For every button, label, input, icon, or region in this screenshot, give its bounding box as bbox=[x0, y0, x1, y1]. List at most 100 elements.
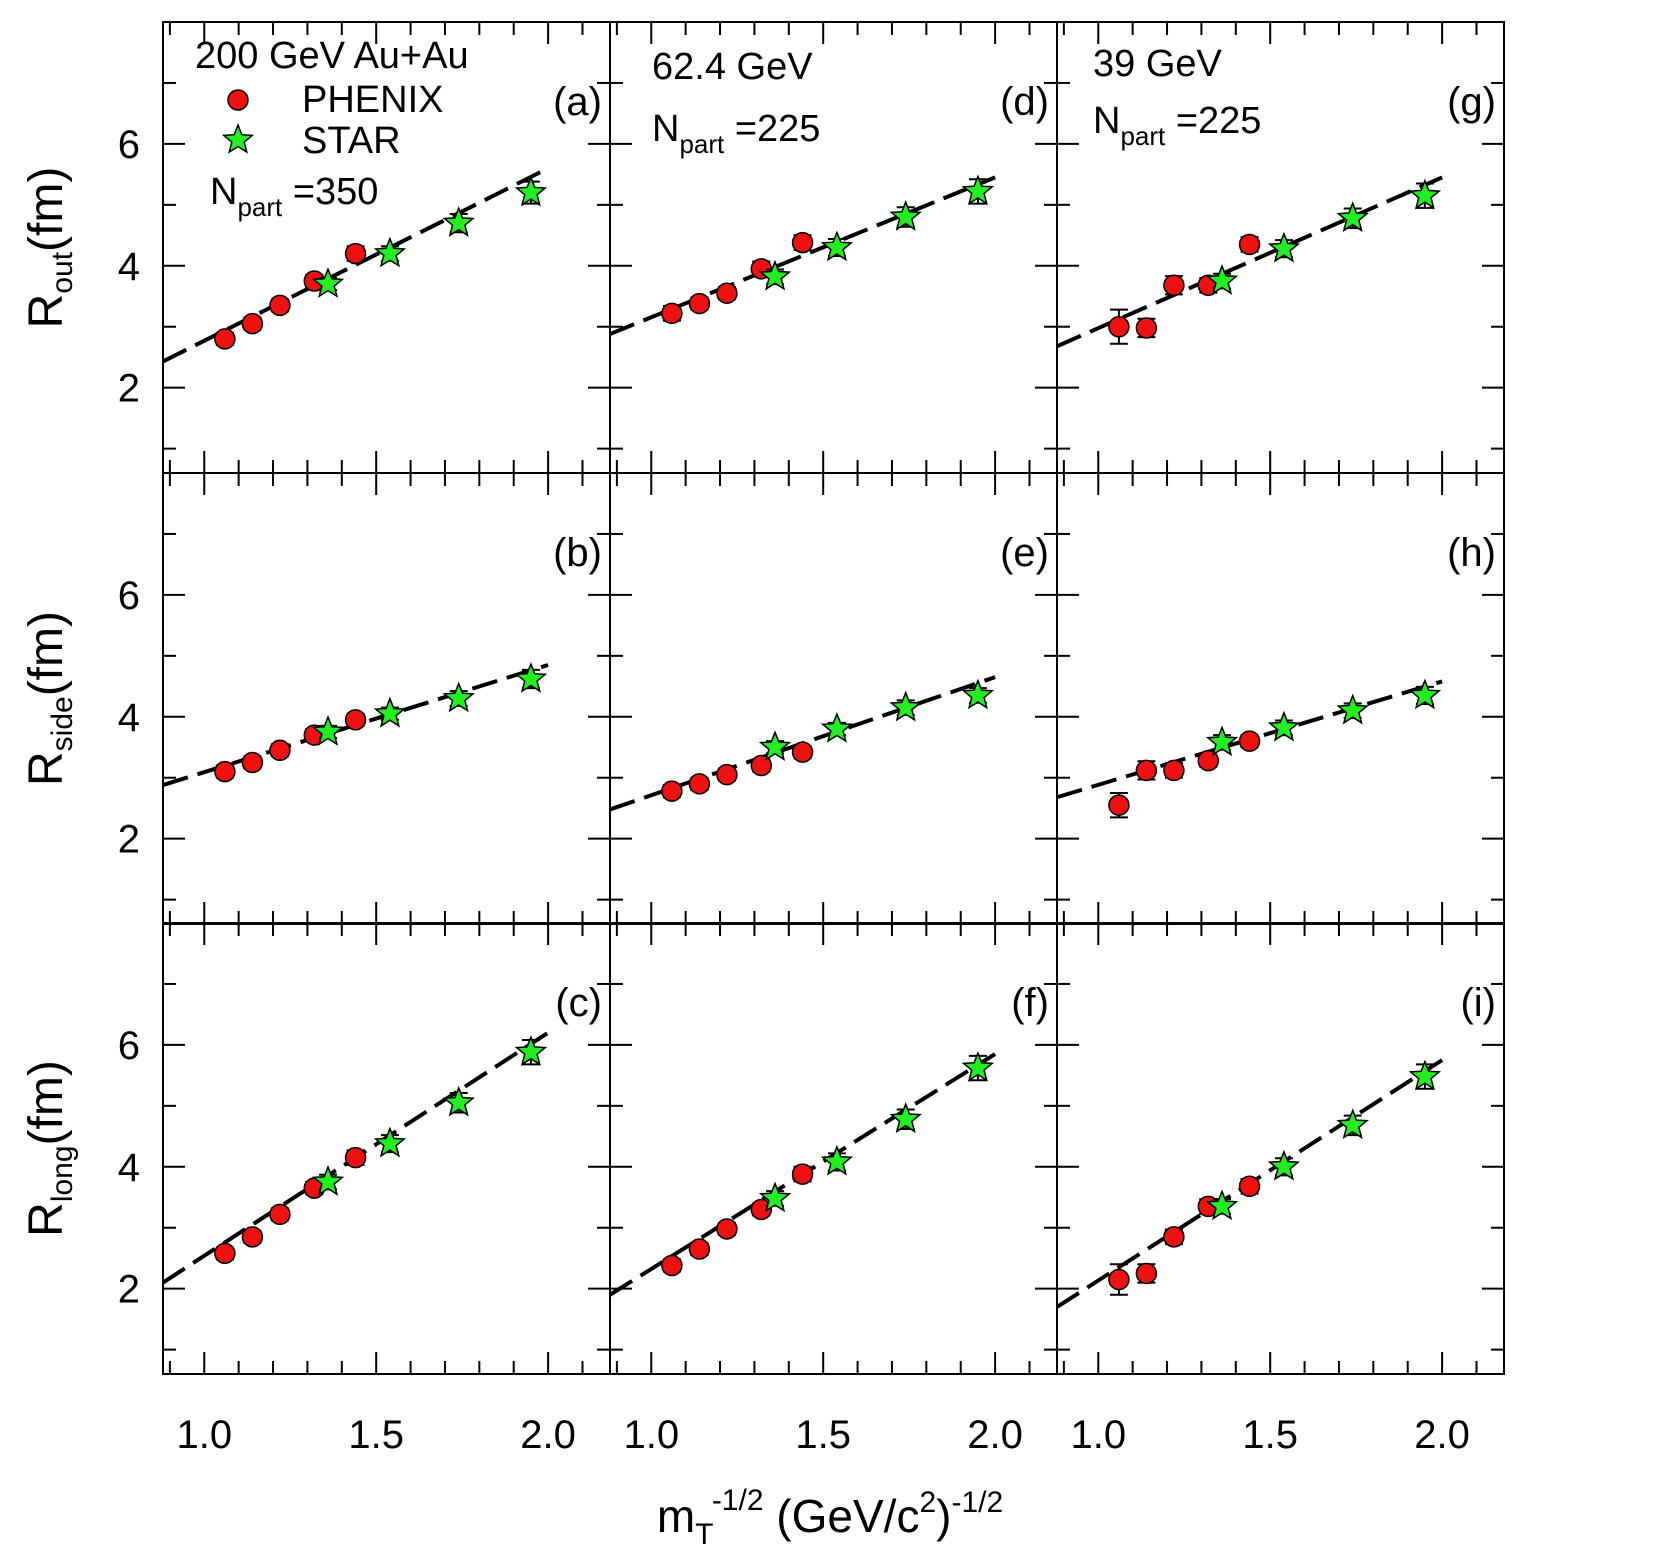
energy-label: 200 GeV Au+Au bbox=[195, 35, 469, 77]
star-point bbox=[961, 174, 995, 206]
y-tick-label: 4 bbox=[118, 245, 140, 289]
legend-phenix-label: PHENIX bbox=[302, 79, 443, 121]
phenix-point bbox=[688, 292, 711, 315]
phenix-point bbox=[241, 1226, 264, 1248]
star-point bbox=[1267, 1149, 1301, 1181]
panel-d: (d) bbox=[609, 21, 1058, 474]
star-point bbox=[1408, 178, 1442, 210]
star-point bbox=[820, 711, 854, 743]
phenix-point bbox=[750, 754, 773, 777]
npart-label: Npart =350 bbox=[210, 171, 378, 222]
phenix-point bbox=[1163, 1226, 1185, 1248]
phenix-point bbox=[269, 1203, 291, 1226]
panel-i: (i) bbox=[1055, 922, 1505, 1375]
panel-label: (f) bbox=[1011, 981, 1049, 1025]
energy-label: 39 GeV bbox=[1093, 43, 1223, 85]
panel-frame bbox=[1056, 472, 1505, 925]
phenix-point bbox=[214, 328, 236, 350]
star-point bbox=[311, 1164, 345, 1196]
star-point bbox=[889, 1102, 922, 1134]
star-point bbox=[1205, 1189, 1239, 1221]
panel-frame bbox=[1056, 922, 1505, 1375]
phenix-point bbox=[344, 709, 367, 731]
star-point bbox=[820, 1144, 854, 1176]
phenix-point bbox=[1197, 749, 1220, 772]
legend-star-label: STAR bbox=[302, 120, 401, 162]
phenix-point bbox=[1163, 274, 1185, 297]
x-tick-label: 1.0 bbox=[1070, 1413, 1126, 1457]
phenix-point bbox=[1108, 315, 1130, 338]
panel-label: (g) bbox=[1447, 80, 1496, 124]
star-point bbox=[311, 267, 345, 298]
star-point bbox=[373, 696, 407, 728]
star-point bbox=[758, 1181, 792, 1213]
phenix-point bbox=[1135, 317, 1158, 339]
panel-g: (g) bbox=[1056, 21, 1505, 474]
npart-label: Npart =225 bbox=[652, 108, 820, 159]
star-point bbox=[373, 236, 407, 268]
phenix-point bbox=[1135, 1262, 1158, 1285]
panel-frame bbox=[609, 922, 1058, 1375]
phenix-point bbox=[791, 741, 814, 763]
x-tick-label: 2.0 bbox=[1414, 1413, 1470, 1457]
panel-label: (b) bbox=[553, 531, 602, 575]
star-point bbox=[1336, 1108, 1369, 1140]
y-tick-label: 4 bbox=[118, 1146, 140, 1190]
legend-star-marker bbox=[221, 122, 255, 154]
star-point bbox=[1267, 231, 1301, 263]
phenix-point bbox=[1163, 759, 1185, 782]
legend-phenix-marker bbox=[227, 89, 249, 111]
phenix-point bbox=[1135, 759, 1158, 782]
npart-label: Npart =225 bbox=[1093, 100, 1261, 151]
panel-label: (i) bbox=[1460, 981, 1496, 1025]
panel-label: (h) bbox=[1447, 531, 1496, 575]
panels-layer: (a) (b) (c) (d) (e) (f) (g) (h) (i) bbox=[161, 21, 1505, 1375]
phenix-point bbox=[688, 773, 711, 795]
panel-label: (e) bbox=[1000, 531, 1049, 575]
phenix-point bbox=[269, 739, 291, 762]
phenix-point bbox=[1238, 233, 1261, 256]
phenix-point bbox=[1238, 730, 1261, 752]
star-point bbox=[1267, 710, 1301, 742]
x-tick-label: 1.5 bbox=[348, 1413, 404, 1457]
x-tick-label: 1.0 bbox=[623, 1413, 679, 1457]
phenix-point bbox=[344, 1146, 367, 1169]
star-point bbox=[1408, 1059, 1442, 1091]
panel-label: (d) bbox=[1000, 80, 1049, 124]
star-point bbox=[961, 678, 995, 710]
star-point bbox=[961, 1051, 995, 1082]
star-point bbox=[889, 690, 922, 722]
star-point bbox=[1408, 678, 1442, 710]
star-point bbox=[820, 230, 854, 262]
star-point bbox=[514, 175, 548, 207]
star-point bbox=[1336, 693, 1369, 725]
y-axis-label: Rside(fm) bbox=[20, 611, 79, 786]
panel-label: (c) bbox=[555, 981, 602, 1025]
y-tick-label: 4 bbox=[118, 696, 140, 740]
panel-e: (e) bbox=[609, 472, 1058, 925]
star-point bbox=[889, 199, 922, 231]
phenix-point bbox=[661, 302, 683, 325]
phenix-point bbox=[716, 282, 738, 304]
y-axis-label: Rout(fm) bbox=[20, 167, 79, 329]
panel-f: (f) bbox=[608, 922, 1058, 1375]
x-tick-label: 2.0 bbox=[967, 1413, 1023, 1457]
panel-h: (h) bbox=[1056, 472, 1505, 925]
phenix-point bbox=[661, 1254, 683, 1277]
phenix-point bbox=[1238, 1175, 1261, 1198]
text-layer: 2 4 6 2 4 6 2 4 6 1.0 1.5 2.0 1.0 1.5 2.0 1.0 1.5 2.0 Rout… bbox=[20, 35, 1470, 1551]
phenix-point bbox=[214, 760, 236, 783]
phenix-point bbox=[214, 1242, 236, 1265]
y-tick-label: 6 bbox=[118, 123, 140, 167]
y-tick-label: 6 bbox=[118, 574, 140, 618]
star-point bbox=[442, 206, 475, 237]
phenix-point bbox=[791, 231, 814, 254]
star-point bbox=[758, 730, 792, 762]
star-point bbox=[514, 661, 548, 693]
x-tick-label: 1.5 bbox=[1242, 1413, 1298, 1457]
star-point bbox=[1336, 201, 1369, 233]
x-axis-label: mT-1/2 (GeV/c2)-1/2 bbox=[657, 1484, 1003, 1551]
phenix-point bbox=[241, 751, 264, 774]
